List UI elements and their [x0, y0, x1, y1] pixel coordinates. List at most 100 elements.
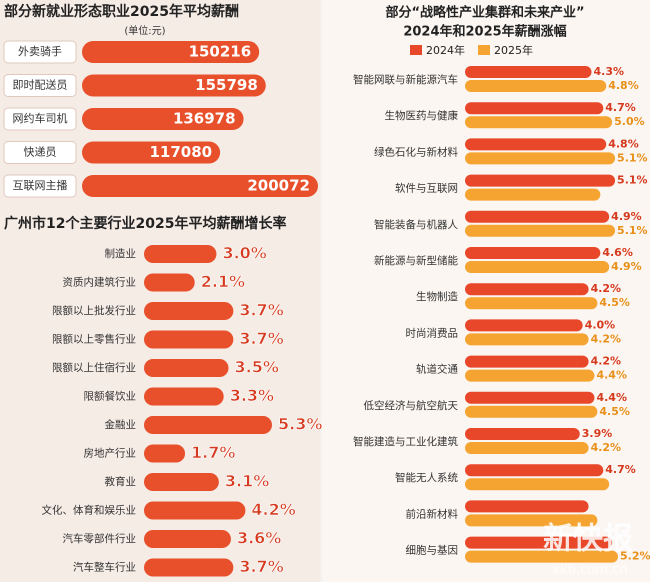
- category-label: 绿色石化与新材料: [374, 145, 458, 158]
- chart-subtitle: (单位:元): [124, 24, 165, 37]
- category-label: 汽车整车行业: [73, 561, 136, 574]
- category-box: [3, 74, 77, 97]
- category-label: 生物医药与健康: [385, 109, 459, 122]
- value-label: 4.6%: [602, 246, 633, 259]
- value-label: 4.2%: [591, 355, 622, 368]
- bar: [465, 500, 589, 513]
- category-label: 网约车司机: [13, 111, 68, 125]
- value-label: 4.8%: [608, 79, 639, 92]
- legend-swatch: [478, 45, 490, 55]
- bar: [144, 302, 234, 320]
- category-label: 汽车零部件行业: [63, 532, 137, 545]
- category-label: 智能无人系统: [395, 471, 458, 484]
- value-label: 4.9%: [611, 210, 642, 223]
- bar: [144, 330, 234, 349]
- value-label: 3.7%: [239, 301, 283, 320]
- category-label: 限额以上零售行业: [52, 333, 136, 346]
- bar: [465, 355, 589, 368]
- value-label: 4.2%: [591, 332, 622, 345]
- value-label: 1.7%: [191, 443, 235, 462]
- bar: [144, 501, 246, 520]
- category-label: 即时配送员: [13, 78, 68, 92]
- bar: [465, 369, 595, 382]
- value-label: 4.5%: [599, 405, 630, 418]
- category-label: 智能建造与工业化建筑: [353, 435, 458, 448]
- bar: [82, 108, 244, 130]
- chart-title: 部分“战略性产业集群和未来产业”: [385, 5, 584, 21]
- bar: [144, 558, 234, 577]
- bar: [82, 41, 260, 63]
- chart-subtitle: 2024年和2025年薪酬涨幅: [403, 24, 566, 40]
- category-label: 软件与互联网: [395, 182, 458, 195]
- bar: [465, 116, 613, 129]
- bar: [144, 359, 229, 377]
- bar: [465, 333, 589, 346]
- bar: [465, 261, 610, 273]
- value-label: 3.0%: [222, 244, 266, 263]
- category-label: 低空经济与航空航天: [364, 399, 459, 412]
- legend-label: 2024年: [426, 43, 465, 57]
- category-label: 资质内建筑行业: [63, 276, 137, 289]
- value-label: 3.7%: [239, 557, 283, 576]
- bar: [465, 138, 607, 151]
- value-label: 4.3%: [594, 65, 625, 78]
- category-label: 新能源与新型储能: [374, 254, 458, 267]
- bar: [465, 405, 598, 418]
- category-label: 文化、体育和娱乐业: [42, 504, 137, 517]
- value-label: 3.5%: [235, 358, 279, 377]
- bar: [465, 174, 616, 187]
- bar: [465, 247, 601, 259]
- value-label: 4.7%: [605, 463, 636, 476]
- category-box: [3, 174, 77, 198]
- bar: [82, 175, 318, 197]
- bar: [465, 514, 598, 527]
- value-label: 5.3%: [278, 415, 322, 434]
- category-label: 金融业: [105, 418, 137, 431]
- value-label: 155798: [195, 76, 258, 94]
- value-label: 4.0%: [585, 318, 616, 331]
- bar: [465, 80, 607, 92]
- value-label: 136978: [173, 110, 236, 128]
- value-label: 4.2%: [251, 500, 295, 519]
- bar: [144, 387, 224, 406]
- bar: [144, 273, 195, 292]
- bar: [465, 442, 589, 454]
- bar: [82, 74, 266, 97]
- bar: [144, 245, 217, 263]
- category-label: 时尚消费品: [406, 326, 459, 339]
- category-label: 房地产行业: [84, 447, 137, 460]
- category-label: 快递员: [24, 145, 57, 159]
- value-label: 4.8%: [608, 137, 639, 150]
- bar: [465, 319, 583, 332]
- category-label: 生物制造: [416, 290, 458, 303]
- value-label: 3.1%: [225, 472, 269, 491]
- bar: [465, 464, 604, 477]
- value-label: 4.4%: [596, 369, 627, 382]
- value-label: 4.7%: [605, 101, 636, 114]
- value-label: 4.4%: [596, 391, 627, 404]
- value-label: 5.1%: [617, 174, 648, 187]
- bar: [465, 391, 595, 404]
- bar: [144, 444, 186, 463]
- category-box: [3, 107, 77, 131]
- legend-swatch: [410, 45, 422, 55]
- bar: [465, 152, 616, 165]
- value-label: 4.2%: [591, 282, 622, 295]
- value-label: 200072: [247, 177, 310, 195]
- bar: [465, 428, 580, 440]
- category-box: [3, 40, 77, 64]
- bar: [144, 473, 219, 491]
- value-label: 150216: [189, 43, 252, 61]
- value-label: 3.7%: [239, 329, 283, 348]
- category-box: [3, 141, 77, 164]
- value-label: 5.1%: [617, 224, 648, 237]
- value-label: 2.1%: [201, 272, 245, 291]
- value-label: 4.9%: [611, 260, 642, 273]
- chart-title: 广州市12个主要行业2025年平均薪酬增长率: [4, 215, 286, 232]
- value-label: 3.3%: [230, 386, 274, 405]
- bar: [465, 224, 616, 237]
- category-label: 前沿新材料: [406, 507, 459, 520]
- category-label: 教育业: [105, 475, 137, 488]
- bar: [465, 297, 598, 310]
- value-label: 4.5%: [599, 296, 630, 309]
